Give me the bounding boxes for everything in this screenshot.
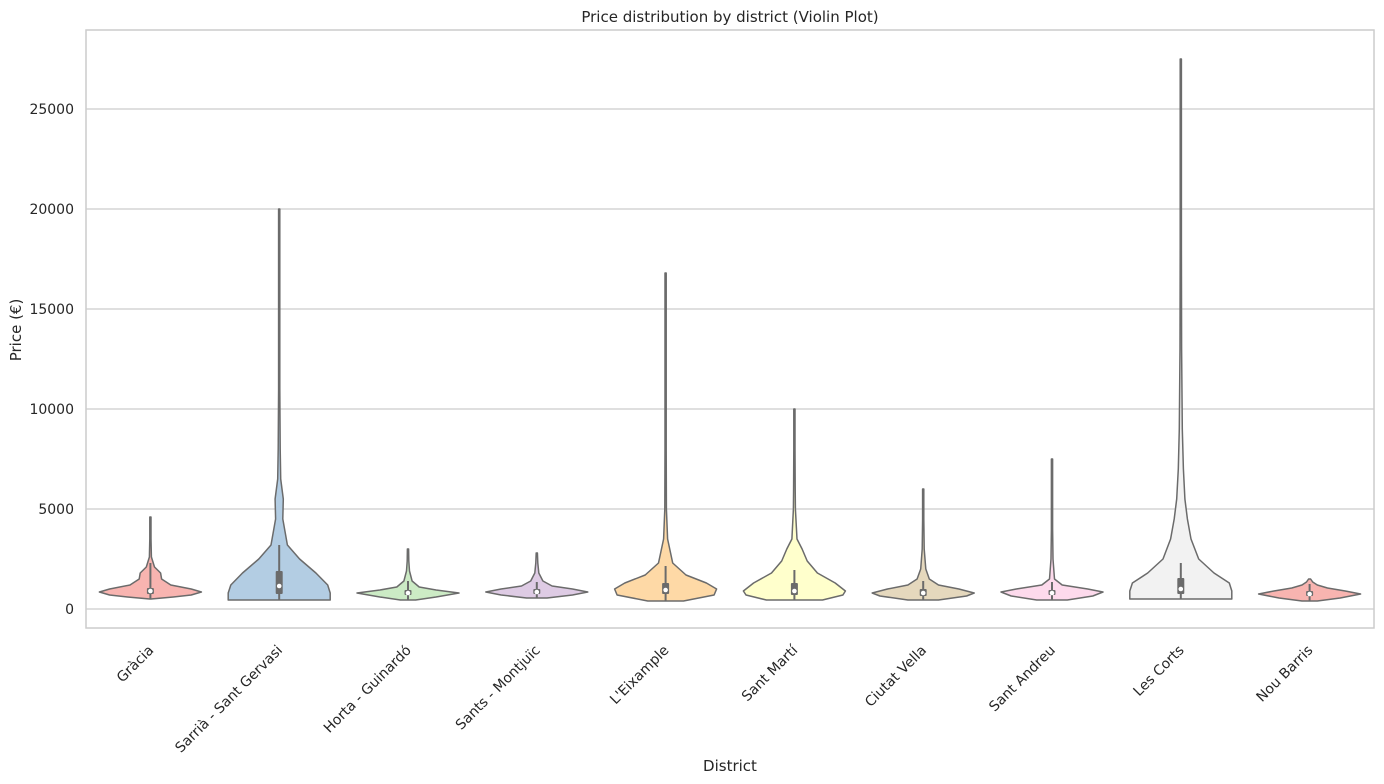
x-tick-label: Les Corts <box>1130 643 1187 700</box>
violin-body <box>1129 58 1233 600</box>
violin-body <box>485 552 589 599</box>
violin-median <box>920 590 926 596</box>
x-tick-label: Nou Barris <box>1253 643 1316 706</box>
x-tick-label: Sants - Montjuïc <box>453 643 544 734</box>
violin-body <box>98 516 203 600</box>
violin-7 <box>1000 458 1104 601</box>
y-axis-label: Price (€) <box>7 299 25 362</box>
chart-title: Price distribution by district (Violin P… <box>581 8 878 26</box>
violin-3 <box>485 552 589 599</box>
x-tick-label: Ciutat Vella <box>862 643 930 711</box>
plot-frame <box>85 29 1375 629</box>
violin-median <box>1049 590 1055 596</box>
y-tick-label: 0 <box>65 602 74 618</box>
violin-5 <box>742 408 847 601</box>
violin-4 <box>613 272 718 602</box>
violin-body <box>1000 458 1104 601</box>
violin-body <box>356 548 460 601</box>
violin-body <box>227 208 331 601</box>
x-axis-label: District <box>703 757 757 775</box>
violin-median <box>148 588 153 594</box>
violin-0 <box>98 516 203 600</box>
violin-median <box>534 589 540 595</box>
violin-median <box>663 587 668 593</box>
violin-iqr-box <box>1177 578 1185 594</box>
x-tick-label: Sarrià - Sant Gervasi <box>172 643 286 757</box>
violin-iqr-box <box>275 571 283 594</box>
violin-body <box>871 488 975 601</box>
violin-2 <box>356 548 460 601</box>
violin-median <box>276 583 282 589</box>
x-tick-label: L'Eixample <box>607 643 672 708</box>
y-tick-labels: 0 5000 10000 15000 20000 25000 <box>29 102 74 618</box>
violin-median <box>1178 586 1184 592</box>
violin-1 <box>227 208 331 601</box>
y-gridlines <box>86 108 1374 610</box>
y-tick-label: 10000 <box>29 402 74 418</box>
violin-body <box>742 408 847 601</box>
violin-body <box>613 272 718 602</box>
violin-6 <box>871 488 975 601</box>
violin-8 <box>1129 58 1233 600</box>
y-tick-label: 5000 <box>38 502 74 518</box>
x-tick-label: Sant Martí <box>739 642 802 705</box>
violin-9 <box>1257 578 1362 602</box>
y-tick-label: 20000 <box>29 202 74 218</box>
x-tick-labels: Gràcia Sarrià - Sant Gervasi Horta - Guina… <box>114 642 1317 756</box>
x-tick-label: Gràcia <box>114 643 157 686</box>
violin-median <box>1307 591 1312 597</box>
violins <box>98 58 1362 602</box>
violin-median <box>792 588 797 594</box>
y-tick-label: 15000 <box>29 302 74 318</box>
violin-median <box>405 590 411 596</box>
y-tick-label: 25000 <box>29 102 74 118</box>
x-tick-label: Horta - Guinardó <box>321 643 415 737</box>
x-tick-label: Sant Andreu <box>986 643 1059 716</box>
